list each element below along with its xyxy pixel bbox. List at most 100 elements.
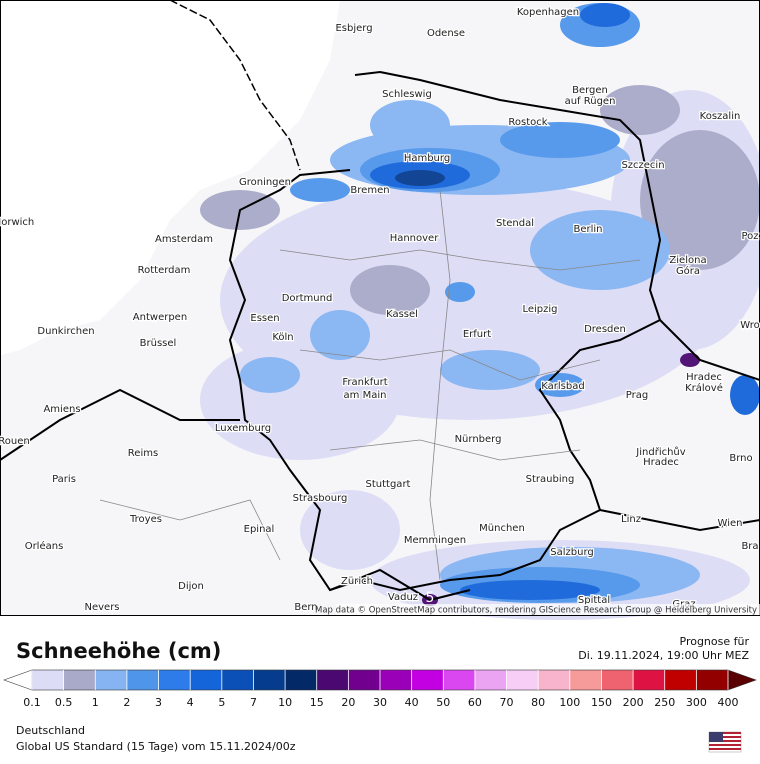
tick-label: 50 [436,696,450,709]
city-label: Zürich [341,576,373,587]
color-bin [190,670,223,690]
city-label: Amiens [43,404,80,415]
tick-label: 5 [218,696,225,709]
tick-label: 0.5 [55,696,73,709]
color-bin [538,670,571,690]
tick-label: 2 [123,696,130,709]
color-bin [221,670,254,690]
city-label: Szczecin [621,160,664,171]
tick-label: 7 [250,696,257,709]
city-label: Orléans [25,540,64,552]
color-bin [63,670,96,690]
colorbar-low-arrow [3,669,33,691]
tick-label: 1 [92,696,99,709]
tick-label: 0.1 [23,696,41,709]
city-label: Erfurt [463,329,491,340]
attribution: Map data © OpenStreetMap contributors, r… [315,606,757,616]
max-value-label: 5 [426,590,435,606]
city-label: Hradec [643,457,679,468]
city-label: Troyes [129,514,162,525]
city-label: Bergen [572,85,608,96]
forecast-label: Prognose für [680,635,750,648]
city-label: Králové [685,382,723,394]
city-label: Nürnberg [455,434,502,445]
city-label: München [479,523,525,534]
tick-label: 200 [623,696,644,709]
color-bin [443,670,476,690]
city-label: Strasbourg [293,493,348,504]
city-label: Linz [621,514,641,525]
city-label: Straubing [526,474,575,485]
city-label: Schleswig [382,89,432,100]
city-label: Kassel [386,309,418,320]
tick-label: 10 [278,696,292,709]
tick-label: 250 [654,696,675,709]
tick-label: 3 [155,696,162,709]
city-label: Vaduz [388,592,418,603]
city-label: Rostock [508,117,547,128]
tick-label: 300 [686,696,707,709]
city-label: Köln [272,332,293,343]
color-bin [316,670,349,690]
color-bin [411,670,444,690]
city-label: Góra [676,265,700,277]
color-bin [696,670,729,690]
tick-label: 20 [341,696,355,709]
color-bin [348,670,381,690]
city-label: Amsterdam [155,234,213,245]
city-labels: Esbjerg Odense Kopenhagen Schleswig Bergenau… [0,6,760,615]
city-label: Jindřichův [635,446,685,458]
tick-label: 4 [187,696,194,709]
color-bin [664,670,697,690]
city-label: Essen [250,313,279,324]
city-label: Frankfurt [342,377,387,388]
snow-areas [200,3,760,620]
city-label: Hannover [390,233,440,244]
city-label: Wro [740,320,759,331]
city-label: Karlsbad [541,381,584,392]
tick-label: 30 [373,696,387,709]
city-label: Rotterdam [138,265,191,276]
city-label: Antwerpen [133,312,187,323]
city-label: Stuttgart [366,479,411,490]
us-flag [708,731,742,753]
city-label: Bra [741,541,758,552]
city-label: Bremen [350,185,389,196]
city-label: Paris [52,474,76,485]
city-label: Dijon [178,581,204,592]
city-label: Epinal [244,524,275,535]
color-bin [474,670,508,690]
color-bin [32,670,65,690]
city-label: Berlin [573,224,602,235]
tick-label: 15 [310,696,324,709]
city-label: Brno [729,453,752,464]
forecast-time: Di. 19.11.2024, 19:00 Uhr MEZ [578,649,749,662]
borders [0,0,760,602]
city-label: Stendal [496,218,534,229]
city-label: Hradec [686,372,722,383]
attribution-bg [336,604,760,615]
colorbar: 0.1 0.5 1 2 3 4 5 7 10 15 20 30 40 50 60 70 80 100 150 200 2… [3,669,757,709]
legend-title: Schneehöhe (cm) [16,639,221,663]
city-label: Norwich [0,217,34,228]
city-label: auf Rügen [565,96,616,107]
city-label: Spittal [578,595,610,606]
colorbar-high-arrow [727,669,757,691]
city-label: Poz [741,231,758,242]
color-bin [126,670,160,690]
color-bin [95,670,128,690]
city-label: Luxemburg [215,423,271,434]
tick-label: 40 [405,696,419,709]
city-label: Reims [128,448,158,459]
city-label: Groningen [239,177,291,188]
tick-label: 80 [531,696,545,709]
city-label: Dortmund [282,293,333,304]
city-label: Esbjerg [335,23,372,34]
tick-label: 150 [591,696,612,709]
map [0,0,760,620]
city-label: am Main [344,390,387,401]
city-label: Kopenhagen [517,7,579,18]
footer-region: Deutschland [16,724,85,737]
city-label: Zielona [669,255,706,266]
color-bin [158,670,191,690]
